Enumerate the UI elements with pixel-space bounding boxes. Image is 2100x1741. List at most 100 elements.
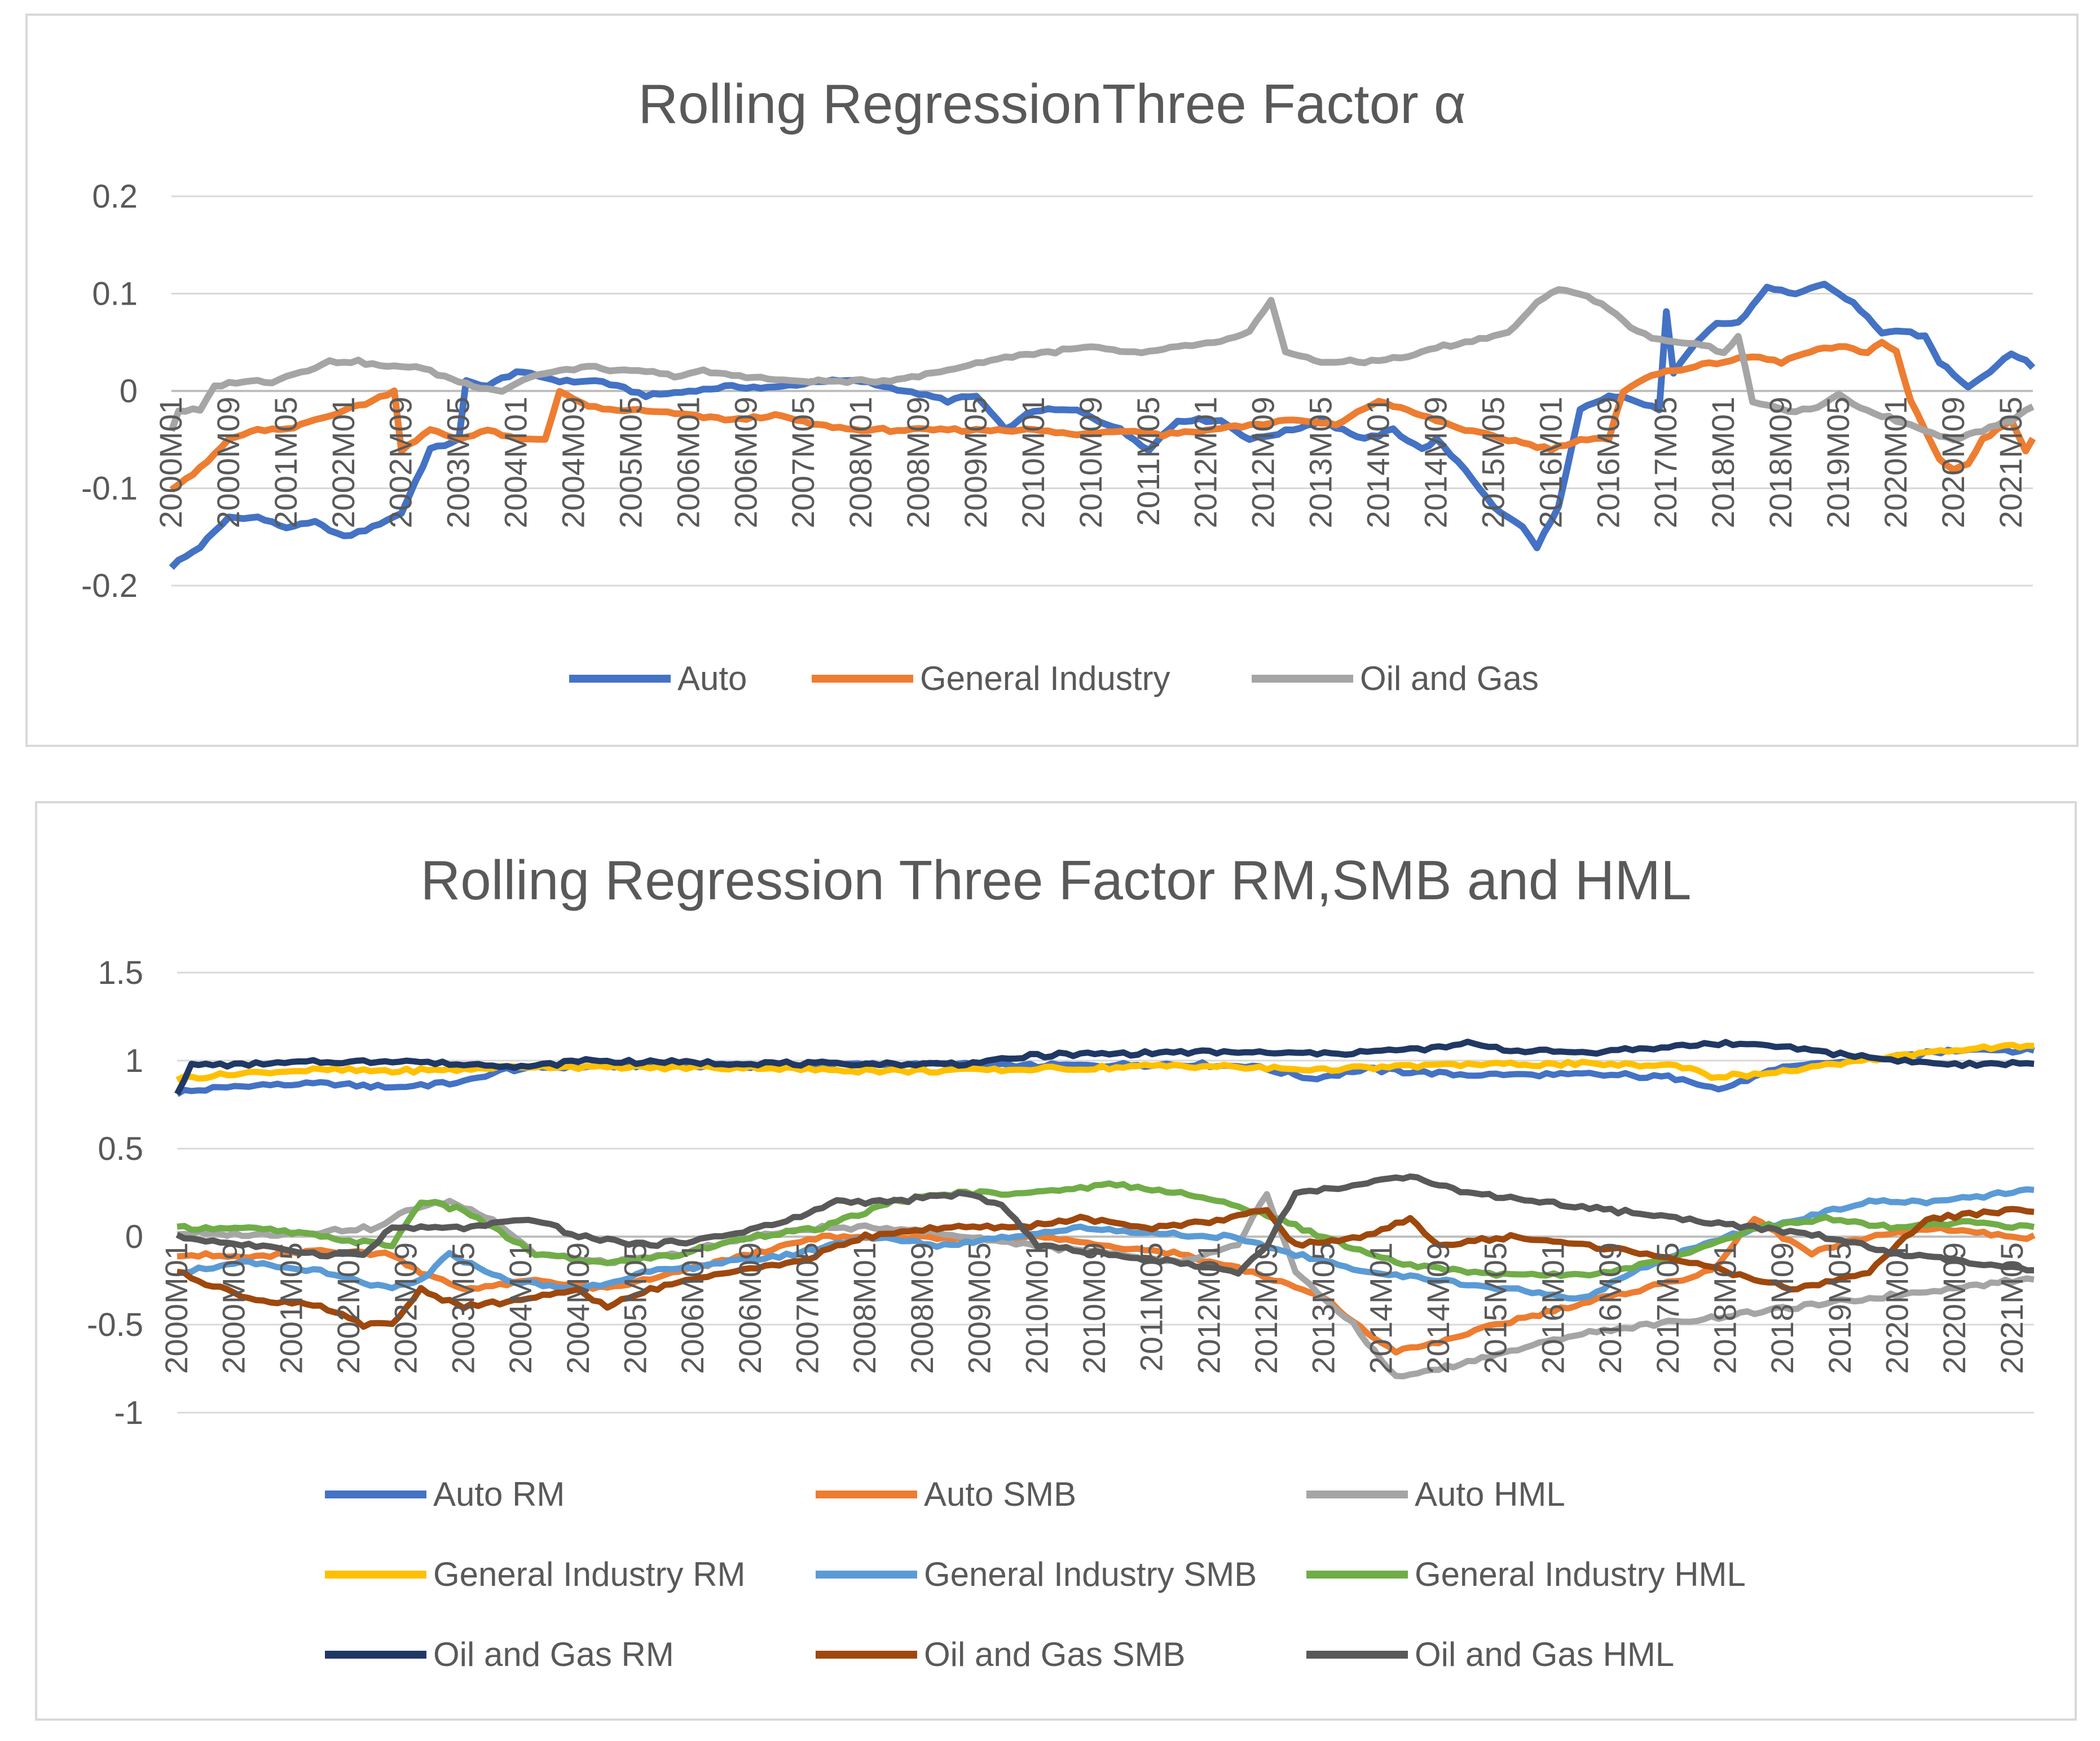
x-tick-label: 2016M09 [1592,1242,1628,1374]
x-tick-label: 2014M01 [1363,1242,1398,1374]
x-tick-label: 2009M05 [962,1242,997,1374]
x-tick-label: 2005M05 [613,397,648,529]
legend-item-gi-smb: General Industry SMB [816,1555,1257,1594]
x-tick-label: 2003M05 [441,397,476,529]
legend-swatch [325,1650,426,1659]
legend-item-gi-rm: General Industry RM [325,1555,746,1594]
x-tick-label: 2020M09 [1936,1242,1972,1374]
x-tick-label: 2008M09 [900,397,936,529]
series-line-auto-smb [177,1216,2036,1356]
x-tick-label: 2012M09 [1248,1242,1284,1374]
gridlines [177,971,2034,1414]
x-tick-label: 2005M05 [618,1242,653,1374]
y-tick-label: 0 [125,1219,143,1255]
x-tick-label: 2000M01 [153,397,188,529]
series-line-oil-and-gas-hml [175,1173,2034,1277]
legend-item-auto-rm: Auto RM [325,1475,565,1514]
x-tick-label: 2012M01 [1188,397,1223,529]
x-tick-label: 2020M01 [1879,1242,1915,1374]
series-line-oil-and-gas [168,286,2035,443]
legend-swatch [816,1490,917,1498]
legend-swatch [1306,1650,1408,1659]
legend-swatch [1306,1490,1408,1498]
legend-label: General Industry HML [1415,1555,1746,1593]
x-tick-label: 2004M09 [556,397,591,529]
y-tick-label: -1 [114,1395,143,1431]
x-tick-label: 2014M09 [1420,1242,1456,1374]
legend-item-auto-hml: Auto HML [1306,1475,1565,1514]
x-tick-label: 2010M09 [1073,397,1108,529]
x-tick-label: 2010M01 [1015,397,1051,529]
x-tick-label: 2016M01 [1533,397,1568,529]
legend-label: Oil and Gas [1360,660,1539,697]
gridlines [171,195,2033,587]
x-tick-label: 2009M05 [958,397,993,529]
x-tick-label: 2018M01 [1705,397,1741,529]
x-tick-label: 2016M01 [1535,1242,1570,1374]
x-tick-label: 2008M01 [847,1242,882,1374]
legend-swatch [812,674,913,683]
x-tick-label: 2018M09 [1764,1242,1800,1374]
y-tick-label: 0 [120,373,138,410]
y-tick-label: -0.1 [81,471,138,507]
y-tick-label: 1 [125,1043,143,1079]
legend-item-gi-hml: General Industry HML [1306,1555,1746,1594]
x-tick-label: 2004M01 [498,397,534,529]
x-tick-label: 2015M05 [1478,1242,1513,1374]
x-tick-label: 2001M05 [273,1242,309,1374]
x-tick-label: 2000M09 [216,1242,252,1374]
x-tick-label: 2010M01 [1019,1242,1054,1374]
x-tick-label: 2000M01 [159,1242,194,1374]
legend-label: General Industry RM [433,1555,746,1593]
x-tick-label: 2020M09 [1935,397,1971,529]
x-tick-label: 2021M05 [1993,397,2028,529]
x-tick-label: 2002M09 [388,1242,424,1374]
x-tick-label: 2019M05 [1822,1242,1857,1374]
legend-swatch [816,1570,917,1579]
x-tick-label: 2017M05 [1650,1242,1685,1374]
y-tick-label: -0.2 [81,568,138,604]
x-tick-label: 2002M09 [383,397,419,529]
legend-label: Oil and Gas SMB [924,1636,1186,1673]
series-line-oil-and-gas-smb [177,1206,2035,1330]
legend-item-auto-smb: Auto SMB [816,1475,1076,1514]
legend-label: General Industry SMB [924,1555,1257,1593]
legend-label: Oil and Gas RM [433,1636,674,1673]
x-tick-label: 2002M01 [325,397,361,529]
factor-chart-panel: Rolling Regression Three Factor RM,SMB a… [35,801,2077,1721]
x-tick-label: 2020M01 [1878,397,1913,529]
legend-item-og-rm: Oil and Gas RM [325,1635,674,1674]
x-tick-label: 2004M09 [560,1242,596,1374]
legend-swatch [1306,1570,1408,1579]
x-tick-label: 2015M05 [1475,397,1511,529]
factor-chart-plot: -1 -0.5 0 0.5 1 1.5 2000M01 2000M09 2001M05 2002M… [87,955,2036,1431]
x-tick-label: 2011M05 [1134,1242,1169,1371]
legend-item-og-smb: Oil and Gas SMB [816,1635,1186,1674]
y-tick-label: 0.1 [92,276,138,313]
x-tick-label: 2008M09 [904,1242,940,1374]
legend-swatch [1252,674,1353,683]
x-tick-label: 2013M05 [1306,1242,1341,1374]
x-tick-label: 2008M01 [843,397,878,529]
x-tick-label: 2003M05 [445,1242,481,1374]
x-tick-label: 2000M09 [210,397,246,529]
x-tick-label: 2021M05 [1994,1242,2029,1374]
x-tick-label: 2014M09 [1418,397,1454,529]
alpha-chart-panel: Rolling RegressionThree Factor α -0.2 -0.… [25,14,2079,747]
chart-title: Rolling Regression Three Factor RM,SMB a… [420,849,1692,911]
x-tick-label: 2007M05 [785,397,821,529]
x-tick-label: 2006M01 [670,397,706,529]
y-tick-label: 0.5 [98,1131,143,1167]
legend-label: Auto RM [433,1475,565,1513]
legend-item-general-industry: General Industry [812,659,1170,698]
x-tick-label: 2018M09 [1763,397,1798,529]
x-tick-label: 2011M05 [1130,397,1166,526]
alpha-chart-plot: -0.2 -0.1 0 0.1 0.2 2000M01 2000M09 2001M05 2002… [81,178,2036,604]
series-line-oil-and-gas-rm [174,1039,2035,1096]
x-tick-label: 2006M01 [675,1242,710,1374]
x-tick-label: 2013M05 [1303,397,1339,529]
chart-title: Rolling RegressionThree Factor α [638,73,1466,135]
legend-swatch [816,1650,917,1659]
x-tick-label: 2007M05 [790,1242,825,1374]
legend-label: Auto HML [1415,1475,1565,1513]
